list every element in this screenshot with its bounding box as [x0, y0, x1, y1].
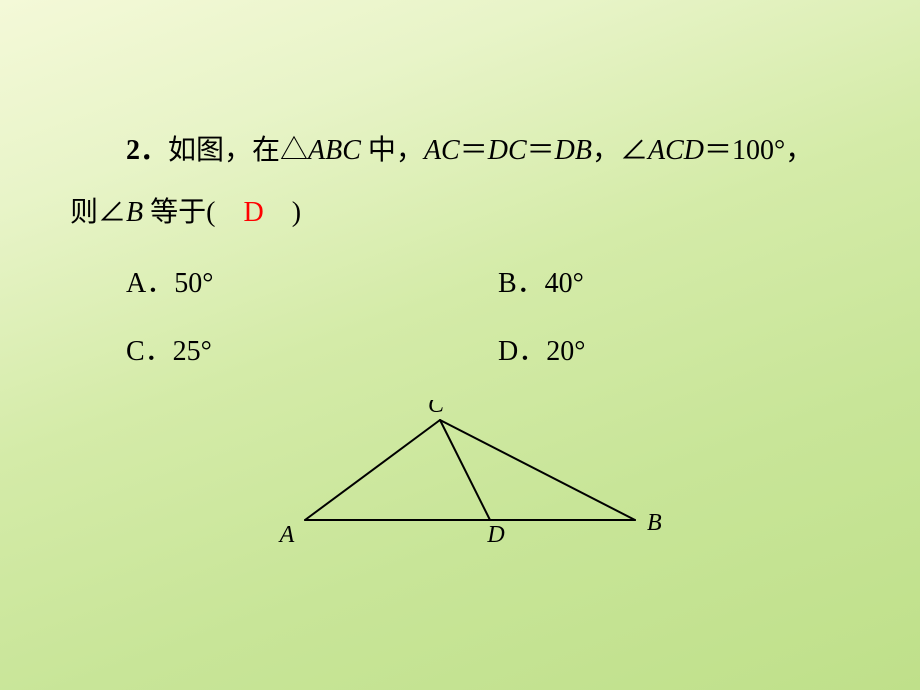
triangle-figure: C A D B [70, 400, 870, 573]
option-a: A．50° [126, 253, 498, 315]
q-eq2: ＝ [527, 135, 555, 166]
option-b: B．40° [498, 253, 870, 315]
option-c: C．25° [126, 321, 498, 383]
q-b: B [126, 197, 143, 228]
q-abc: ABC [308, 135, 361, 166]
question-line-2: 则∠B 等于( D ) [70, 182, 870, 244]
triangle-svg: C A D B [275, 400, 665, 550]
q-db: DB [555, 135, 592, 166]
q-l2-close: ) [264, 197, 301, 228]
vertex-label-A: A [278, 522, 295, 548]
options-grid: A．50° B．40° C．25° D．20° [70, 253, 870, 382]
option-d: D．20° [498, 321, 870, 383]
q-ac: AC [424, 135, 460, 166]
answer-letter: D [243, 197, 263, 228]
q-text-1: 如图，在△ [168, 135, 308, 166]
vertex-label-C: C [428, 400, 445, 418]
slide-content: 2．如图，在△ABC 中，AC＝DC＝DB，∠ACD＝100°， 则∠B 等于(… [70, 120, 870, 573]
vertex-label-D: D [486, 522, 504, 548]
vertex-label-B: B [647, 510, 662, 536]
question-line-1: 2．如图，在△ABC 中，AC＝DC＝DB，∠ACD＝100°， [70, 120, 870, 182]
q-text-3: ，∠ [592, 135, 648, 166]
q-eq1: ＝ [460, 135, 488, 166]
q-eq3: ＝100°， [704, 135, 813, 166]
q-text-2: 中， [361, 135, 424, 166]
q-l2-post: 等于( [143, 197, 243, 228]
question-number: 2． [126, 135, 168, 166]
q-dc: DC [488, 135, 527, 166]
q-acd: ACD [648, 135, 704, 166]
q-l2-pre: 则∠ [70, 197, 126, 228]
